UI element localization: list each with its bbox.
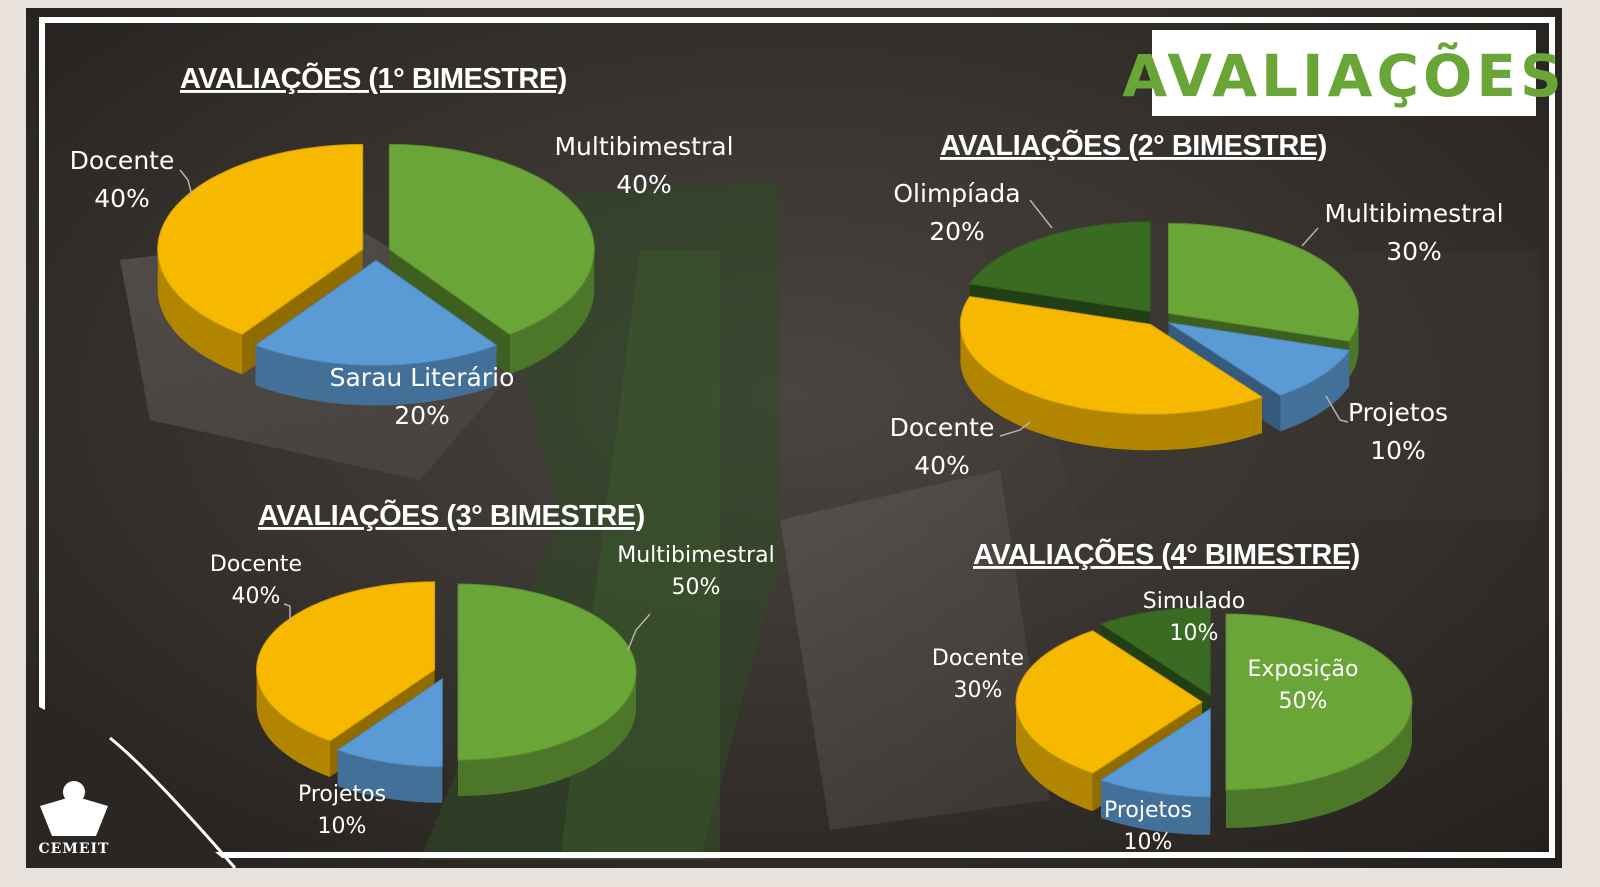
chart-3-label-docente: Docente	[210, 552, 302, 577]
chart-4-label-simulado: Simulado	[1143, 589, 1245, 614]
chart-2-title: AVALIAÇÕES (2° BIMESTRE)	[940, 128, 1327, 162]
pie-slice-rim	[1280, 350, 1350, 432]
chart-3-label-multibimestral: Multibimestral	[617, 543, 775, 568]
pie-chart-3	[256, 581, 637, 803]
chart-1-label-docente: Docente	[70, 146, 175, 175]
chart-4-label-exposicao: Exposição	[1248, 657, 1359, 682]
pie-slice-rim	[157, 249, 243, 375]
chart-1-value-multibimestral: 40%	[616, 170, 672, 199]
chart-3-value-multibimestral: 50%	[672, 575, 721, 600]
pie-slice-top	[1168, 322, 1351, 396]
pie-slice-top	[1015, 630, 1203, 774]
pie-slice-rim	[337, 750, 443, 803]
pie-slice-rim	[509, 249, 595, 375]
chart-3-value-docente: 40%	[232, 584, 281, 609]
chart-2-value-docente: 40%	[914, 451, 970, 480]
pie-slice	[254, 259, 498, 406]
chart-2-label-docente: Docente	[890, 413, 995, 442]
chart-4-title: AVALIAÇÕES (4° BIMESTRE)	[973, 537, 1360, 571]
pie-slice-rim	[458, 672, 636, 796]
pie-slice-rim	[255, 345, 497, 406]
pie-slice-rim	[1101, 780, 1211, 835]
chart-3-value-projetos: 10%	[318, 814, 367, 839]
banner-title: AVALIAÇÕES	[1122, 41, 1565, 110]
chart-4-label-projetos: Projetos	[1104, 798, 1192, 823]
chart-3-title: AVALIAÇÕES (3° BIMESTRE)	[258, 498, 645, 532]
pie-chart-4	[1015, 606, 1413, 835]
chart-2-label-projetos: Projetos	[1348, 398, 1448, 427]
chart-1-value-docente: 40%	[94, 184, 150, 213]
chart-4-label-docente: Docente	[932, 646, 1024, 671]
pie-slice-top	[157, 143, 364, 335]
pie-slice-top	[1225, 613, 1413, 791]
chart-1-label-multibimestral: Multibimestral	[554, 132, 733, 161]
pie-slice-top	[1099, 707, 1211, 798]
pie-slice-top	[1099, 606, 1211, 697]
chart-1-title: AVALIAÇÕES (1° BIMESTRE)	[180, 61, 567, 95]
pie-slice	[1225, 613, 1413, 828]
pie-slice	[1099, 707, 1211, 835]
slide-frame	[39, 17, 1555, 858]
chart-4-value-simulado: 10%	[1170, 621, 1219, 646]
chart-2-label-multibimestral: Multibimestral	[1324, 199, 1503, 228]
chart-4-value-docente: 30%	[954, 678, 1003, 703]
pie-slice-top	[336, 677, 443, 768]
pie-chart-1	[157, 143, 595, 406]
chart-2-value-multibimestral: 30%	[1386, 237, 1442, 266]
pie-slice-rim	[1226, 702, 1412, 828]
chart-2-value-projetos: 10%	[1370, 436, 1426, 465]
pie-slice-top	[959, 295, 1264, 415]
pie-slice-top	[457, 583, 637, 761]
school-logo: CEMEIT	[26, 700, 237, 869]
chart-2-value-olimpiada: 20%	[929, 217, 985, 246]
title-banner	[1152, 30, 1536, 116]
pie-slice	[959, 295, 1264, 451]
chart-3-label-projetos: Projetos	[298, 782, 386, 807]
chart-1-label-sarau: Sarau Literário	[330, 363, 515, 392]
chart-4-value-projetos: 10%	[1124, 830, 1173, 855]
pie-chart-2	[959, 221, 1360, 451]
pie-slice-top	[256, 581, 436, 742]
leader-lines	[179, 169, 1349, 651]
pie-slice-rim	[960, 324, 1262, 451]
pie-slice-top	[968, 221, 1151, 313]
pie-slice-top	[388, 143, 595, 335]
pie-slice-top	[1167, 222, 1360, 342]
pie-slice-rim	[1016, 702, 1093, 812]
pie-slice-rim	[1349, 313, 1359, 378]
logo-text: CEMEIT	[39, 841, 110, 857]
pie-slice	[336, 677, 443, 803]
chart-4-value-exposicao: 50%	[1279, 689, 1328, 714]
pie-slice	[457, 583, 637, 796]
pie-slice-top	[254, 259, 498, 366]
chart-2-label-olimpiada: Olimpíada	[893, 179, 1020, 208]
chart-1-value-sarau: 20%	[394, 401, 450, 430]
